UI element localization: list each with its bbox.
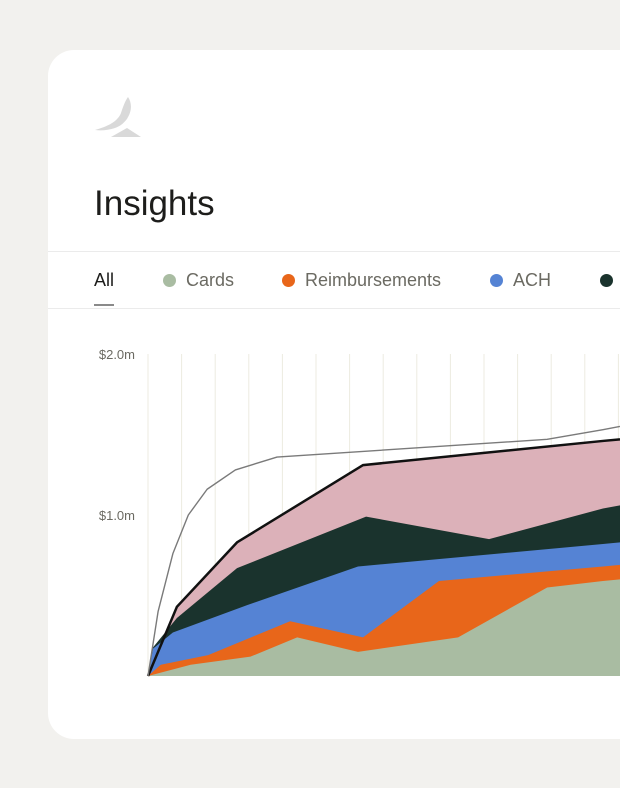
reference-line xyxy=(147,425,620,677)
tab-label: Reimbursements xyxy=(305,269,442,290)
brand-logo-icon xyxy=(95,97,141,137)
tab-label: ACH xyxy=(513,269,552,290)
page-title: Insights xyxy=(94,184,215,223)
tab-reimbursements[interactable]: Reimbursements xyxy=(282,268,441,292)
tab-ach[interactable]: ACH xyxy=(490,268,551,292)
y-tick-label: $2.0m xyxy=(99,347,135,362)
tab-label: All xyxy=(94,269,115,290)
area-series-cards xyxy=(148,579,620,676)
legend-dot-icon xyxy=(490,273,503,287)
tab-all[interactable]: All xyxy=(94,268,115,306)
series-tabs: All Cards Reimbursements ACH xyxy=(0,268,620,308)
tab-other[interactable] xyxy=(600,268,613,292)
tab-cards[interactable]: Cards xyxy=(163,268,234,292)
tab-label: Cards xyxy=(186,269,235,290)
total-line xyxy=(146,438,620,677)
divider xyxy=(48,251,620,252)
legend-dot-icon xyxy=(282,273,295,287)
y-tick-label: $1.0m xyxy=(99,508,135,523)
legend-dot-icon xyxy=(600,273,613,287)
divider xyxy=(48,308,620,309)
legend-dot-icon xyxy=(163,273,176,287)
